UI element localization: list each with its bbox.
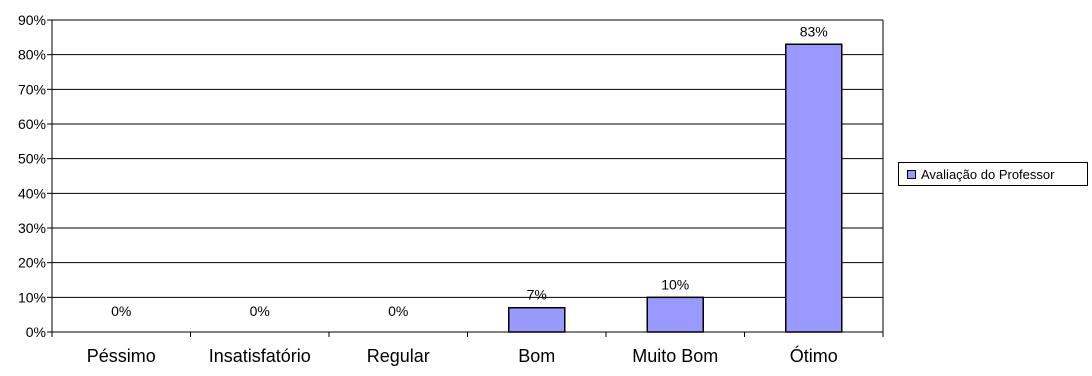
y-tick-label: 80% [18,47,46,63]
legend-swatch [907,169,916,179]
y-tick-label: 20% [18,255,46,271]
data-labels: 0% 0% 0% 7% 10% 83% [111,23,828,319]
axes: 0% 10% 20% 30% 40% 50% 60% 70% 80% 90% Péssimo Insa… [18,12,884,366]
bar [508,306,566,333]
y-tick-label: 90% [18,12,46,28]
data-label: 7% [527,287,547,303]
grid-lines [52,19,883,298]
data-label: 0% [111,303,131,319]
y-tick-label: 30% [18,220,46,236]
legend-label: Avaliação do Professor [921,166,1055,182]
bar [646,296,704,333]
data-label: 0% [388,303,408,319]
data-label: 83% [800,23,828,39]
y-tick-label: 40% [18,185,46,201]
y-tick-label: 10% [18,289,46,305]
y-tick-label: 60% [18,116,46,132]
legend: Avaliação do Professor [898,162,1088,186]
x-tick-label: Insatisfatório [209,346,311,366]
x-tick-label: Péssimo [87,346,156,366]
x-tick-label: Muito Bom [632,346,718,366]
x-tick-label: Bom [518,346,555,366]
x-tick-label: Regular [367,346,430,366]
data-label: 10% [661,276,689,292]
y-tick-label: 50% [18,151,46,167]
y-tick-label: 0% [26,324,46,340]
data-label: 0% [250,303,270,319]
y-tick-label: 70% [18,81,46,97]
x-tick-label: Ótimo [790,345,838,366]
bar [785,43,843,333]
